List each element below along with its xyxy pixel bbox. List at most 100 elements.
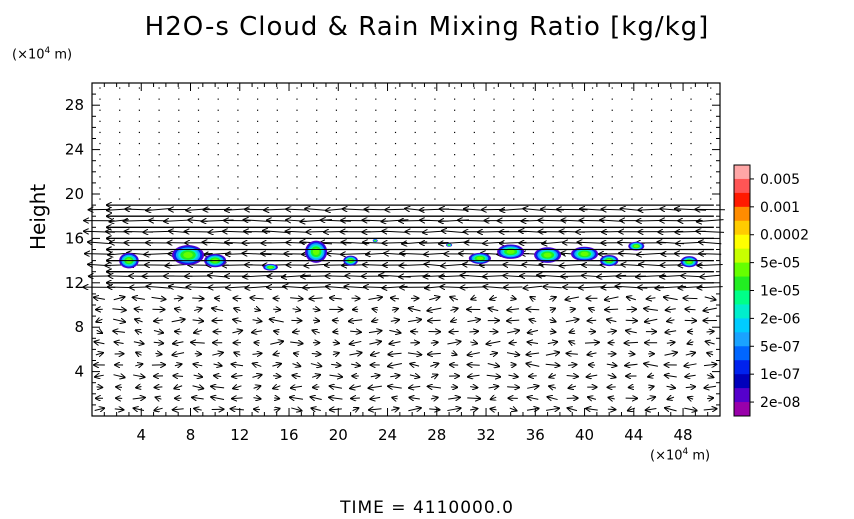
wind-vector — [520, 276, 546, 277]
wind-vector — [391, 408, 398, 410]
wind-vector — [217, 187, 219, 189]
wind-vector — [234, 353, 241, 356]
wind-vector — [394, 198, 397, 200]
wind-vector — [119, 176, 121, 178]
wind-vector — [607, 319, 617, 321]
wind-vector — [631, 165, 633, 167]
wind-vector — [454, 142, 456, 145]
wind-vector — [85, 254, 114, 255]
x-tick-label: 44 — [624, 426, 643, 444]
wind-vector — [409, 308, 421, 311]
wind-vector — [335, 131, 338, 134]
wind-vector — [304, 264, 328, 265]
wind-vector — [292, 375, 301, 377]
wind-vector — [434, 165, 436, 167]
wind-vector — [312, 330, 320, 333]
wind-vector — [690, 165, 692, 167]
wind-vector — [257, 131, 259, 134]
wind-vector — [197, 142, 200, 145]
wind-vector — [710, 187, 712, 189]
colorbar-swatch — [734, 402, 750, 417]
wind-vector — [488, 386, 499, 388]
wind-vector — [369, 341, 381, 344]
colorbar-swatch — [734, 374, 750, 389]
wind-vector — [651, 198, 653, 200]
wind-vector — [665, 331, 677, 333]
wind-vector — [572, 198, 574, 200]
wind-vector — [414, 109, 416, 111]
wind-vector — [257, 165, 259, 167]
wind-vector — [611, 154, 613, 156]
wind-vector — [611, 198, 613, 200]
wind-vector — [552, 154, 554, 156]
wind-vector — [273, 376, 280, 377]
wind-vector — [681, 276, 700, 277]
wind-vector — [572, 109, 574, 111]
wind-vector — [375, 87, 377, 89]
cloud-contour — [448, 244, 451, 246]
wind-vector — [394, 98, 397, 100]
wind-vector — [611, 98, 613, 100]
wind-vector — [688, 342, 694, 344]
wind-vector — [454, 120, 456, 122]
wind-vector — [390, 375, 399, 376]
wind-vector — [178, 165, 180, 167]
wind-vector — [208, 275, 228, 277]
wind-vector — [388, 386, 402, 388]
wind-vector — [178, 87, 180, 89]
wind-vector — [660, 276, 682, 277]
wind-vector — [133, 375, 144, 377]
wind-vector — [607, 331, 615, 332]
wind-vector — [243, 275, 271, 276]
wind-vector — [566, 297, 580, 300]
wind-vector — [451, 353, 456, 355]
wind-vector — [532, 120, 535, 122]
wind-vector — [383, 243, 408, 244]
wind-vector — [706, 331, 714, 332]
wind-vector — [447, 341, 460, 344]
wind-vector — [113, 331, 125, 332]
wind-vector — [349, 320, 363, 322]
wind-vector — [572, 87, 574, 89]
wind-vector — [113, 375, 125, 378]
wind-vector — [274, 398, 279, 399]
colorbar-swatch — [734, 178, 750, 194]
wind-vector — [504, 287, 523, 288]
wind-vector — [364, 209, 386, 210]
wind-vector — [178, 176, 180, 178]
wind-vector — [368, 331, 381, 333]
wind-vector — [631, 131, 633, 134]
wind-vector — [448, 397, 460, 399]
wind-vector — [587, 353, 597, 355]
wind-vector — [611, 176, 613, 178]
wind-vector — [523, 209, 543, 211]
wind-vector — [296, 120, 298, 122]
colorbar-label: 5e-05 — [760, 256, 800, 272]
wind-vector — [664, 352, 677, 355]
wind-vector — [552, 109, 554, 111]
wind-vector — [493, 98, 495, 100]
wind-vector — [591, 120, 594, 122]
wind-vector — [99, 198, 101, 200]
wind-vector — [549, 386, 557, 388]
wind-vector — [591, 176, 594, 178]
wind-vector — [193, 375, 202, 377]
wind-vector — [572, 165, 574, 167]
wind-vector — [311, 375, 320, 378]
wind-vector — [115, 342, 124, 344]
wind-vector — [700, 275, 721, 277]
y-tick-label: 8 — [74, 318, 84, 336]
wind-vector — [710, 98, 712, 100]
wind-vector — [430, 342, 438, 343]
wind-vector — [119, 198, 121, 200]
wind-vector — [675, 209, 707, 211]
wind-vector — [442, 231, 467, 233]
wind-vector — [213, 364, 222, 366]
x-tick-label: 32 — [476, 426, 495, 444]
wind-vector — [631, 154, 633, 156]
wind-vector — [270, 319, 284, 322]
wind-vector — [527, 353, 540, 355]
wind-vector — [341, 253, 370, 254]
wind-vector — [530, 297, 535, 300]
wind-vector — [326, 286, 346, 288]
